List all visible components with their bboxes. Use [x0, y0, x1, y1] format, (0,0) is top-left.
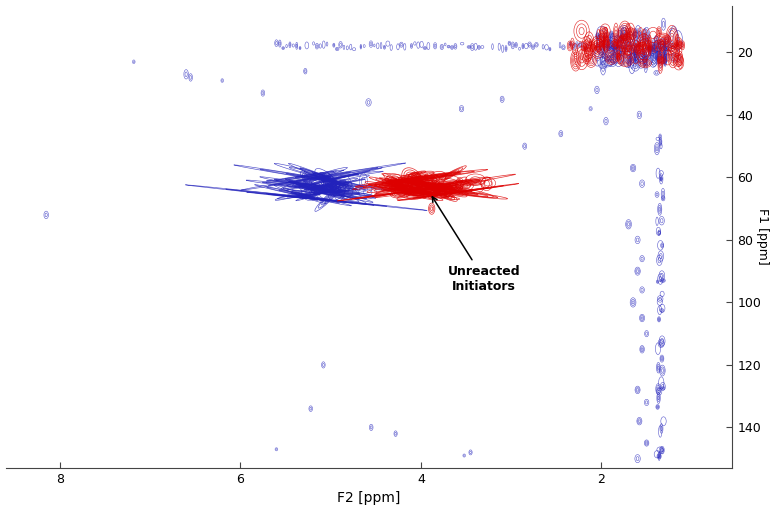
Text: Unreacted
Initiators: Unreacted Initiators — [432, 197, 520, 293]
X-axis label: F2 [ppm]: F2 [ppm] — [337, 492, 401, 505]
Y-axis label: F1 [ppm]: F1 [ppm] — [756, 208, 770, 265]
